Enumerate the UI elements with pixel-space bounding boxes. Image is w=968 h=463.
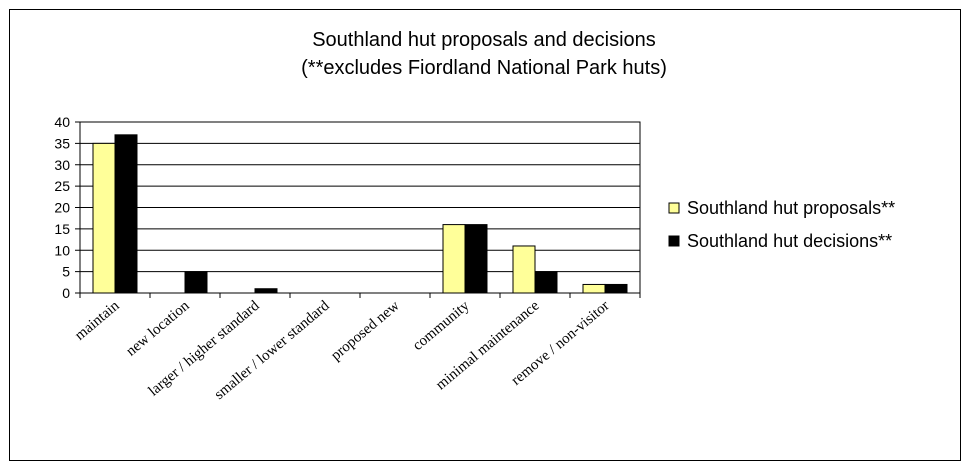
legend-swatch xyxy=(668,202,680,214)
axis-layer xyxy=(75,121,641,298)
x-tick-label: community xyxy=(410,297,473,353)
bar xyxy=(604,283,628,294)
legend-swatch xyxy=(668,235,680,247)
y-tick-label: 0 xyxy=(62,285,70,301)
bar xyxy=(184,271,208,294)
bar xyxy=(512,245,536,294)
bar xyxy=(92,142,116,294)
bar xyxy=(114,134,138,294)
x-tick-label: proposed new xyxy=(328,298,403,364)
bar xyxy=(254,288,278,294)
bar xyxy=(534,271,558,294)
y-tick-label: 25 xyxy=(54,178,70,194)
y-tick-label: 35 xyxy=(54,135,70,151)
x-tick-label: maintain xyxy=(72,297,123,343)
x-tick-label: new location xyxy=(123,297,193,359)
y-tick-label: 5 xyxy=(62,264,70,280)
x-tick-label: smaller / lower standard xyxy=(212,297,333,402)
y-tick-label: 15 xyxy=(54,221,70,237)
bar xyxy=(582,283,606,294)
bar xyxy=(442,224,466,294)
bar xyxy=(464,224,488,294)
legend: Southland hut proposals** Southland hut d… xyxy=(668,198,895,251)
chart-subtitle: (**excludes Fiordland National Park huts… xyxy=(301,57,667,79)
y-tick-label: 40 xyxy=(54,114,70,130)
y-tick-label: 20 xyxy=(54,200,70,216)
y-tick-label: 30 xyxy=(54,157,70,173)
bars-layer xyxy=(92,134,628,294)
grid-layer xyxy=(80,121,640,273)
legend-label: Southland hut decisions** xyxy=(687,231,892,251)
y-tick-label: 10 xyxy=(54,242,70,258)
legend-label: Southland hut proposals** xyxy=(687,198,895,218)
chart-title: Southland hut proposals and decisions xyxy=(312,29,656,51)
